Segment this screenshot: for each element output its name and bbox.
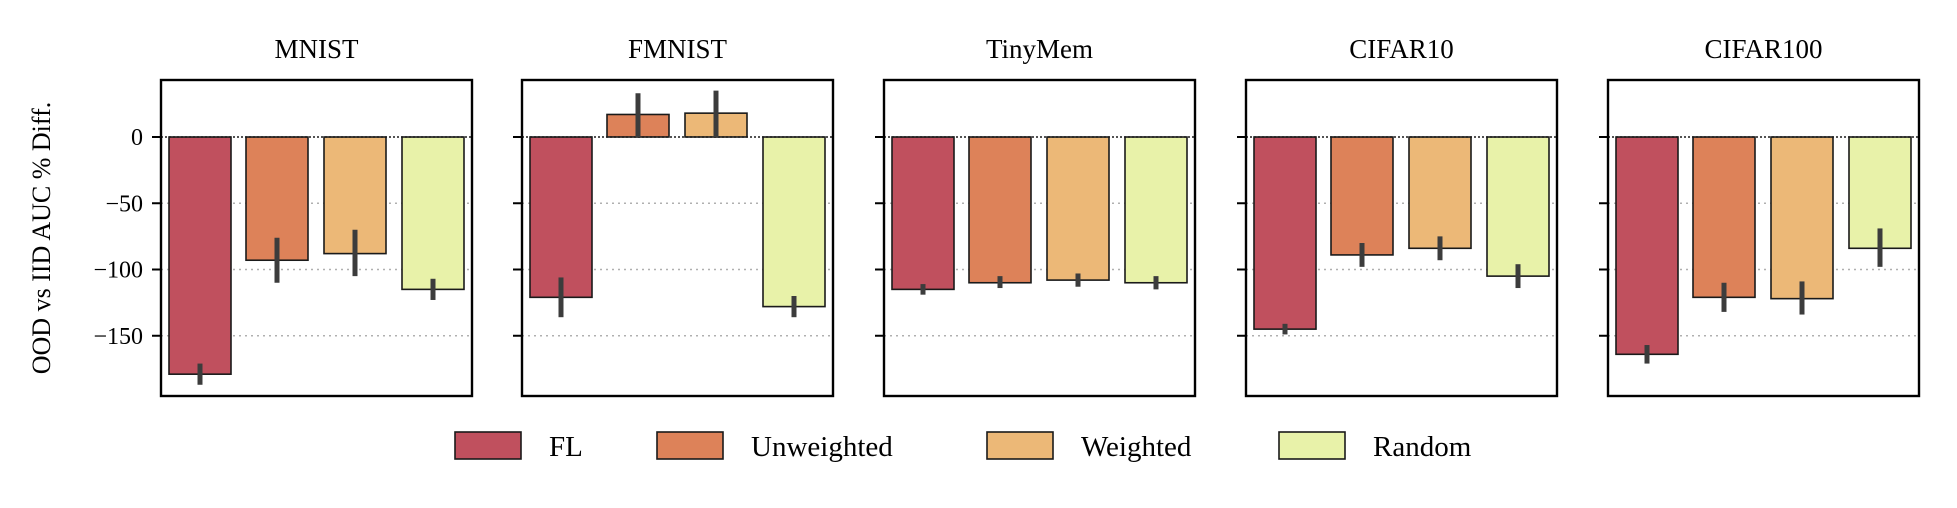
legend-item-weighted: Weighted [986, 431, 1192, 463]
axes-frame [882, 78, 1197, 398]
y-tick-label: −100 [93, 258, 143, 284]
bar-random [1486, 136, 1550, 277]
panel-mnist: MNIST 0 −50 −100 −150 [93, 34, 474, 398]
panel-title: TinyMem [986, 34, 1093, 64]
panel-fmnist: FMNIST [513, 34, 835, 398]
bar-unweighted [1692, 136, 1756, 299]
bar-weighted [1408, 136, 1472, 250]
axes-frame [520, 78, 835, 398]
legend-label: Weighted [1081, 431, 1192, 463]
panel-cifar100: CIFAR100 [1599, 34, 1921, 398]
y-axis-label: OOD vs IID AUC % Diff. [27, 102, 56, 375]
legend-item-random: Random [1278, 431, 1472, 463]
axes-frame [1244, 78, 1559, 398]
bar-fl [891, 136, 955, 291]
legend-label: Unweighted [751, 431, 893, 463]
panel-title: CIFAR100 [1704, 34, 1822, 64]
legend-label: Random [1373, 431, 1472, 463]
bar-random [401, 136, 465, 291]
legend: FL Unweighted Weighted Random [454, 431, 1472, 463]
panels: MNIST 0 −50 −100 −150 FMNIST TinyMem CIFAR10 CIF… [93, 34, 1921, 398]
legend-item-unweighted: Unweighted [656, 431, 893, 463]
panel-title: FMNIST [628, 34, 728, 64]
bar-random [762, 136, 826, 308]
y-tick-label: −150 [93, 324, 143, 350]
bar-unweighted [968, 136, 1032, 284]
bar-unweighted [1330, 136, 1394, 256]
bar-random [1124, 136, 1188, 284]
panel-cifar10: CIFAR10 [1237, 34, 1559, 398]
legend-item-fl: FL [454, 431, 583, 463]
axes-frame [159, 78, 474, 398]
bar-weighted [1046, 136, 1110, 281]
legend-swatch [986, 431, 1054, 460]
panel-tinymem: TinyMem [875, 34, 1197, 398]
y-tick-label: −50 [105, 191, 143, 217]
legend-label: FL [549, 431, 583, 463]
legend-swatch [656, 431, 724, 460]
legend-swatch [454, 431, 522, 460]
panel-title: MNIST [274, 34, 359, 64]
y-tick-label: 0 [131, 125, 143, 151]
axes-frame [1606, 78, 1921, 398]
bar-fl [1253, 136, 1317, 330]
bar-fl [1615, 136, 1679, 356]
panel-title: CIFAR10 [1349, 34, 1454, 64]
legend-swatch [1278, 431, 1346, 460]
bar-fl [168, 136, 232, 375]
bar-fl [529, 136, 593, 299]
bar-weighted [1770, 136, 1834, 300]
